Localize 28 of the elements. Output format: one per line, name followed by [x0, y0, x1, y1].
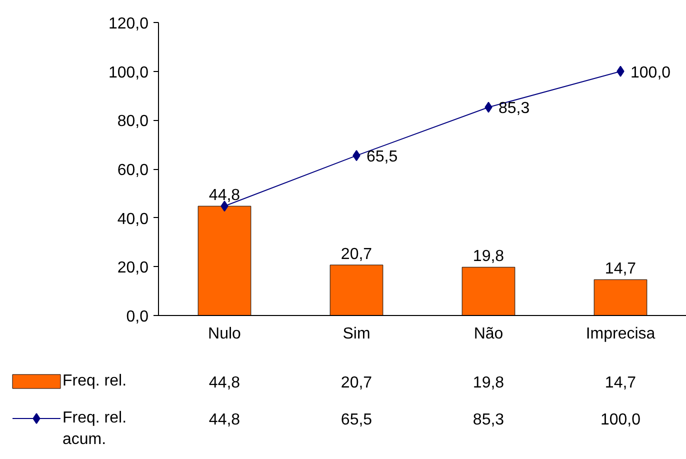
y-tick-label: 60,0 — [117, 162, 149, 179]
text: 14,7 — [604, 260, 636, 278]
text: 100,0 — [630, 64, 671, 82]
text: 44,8 — [208, 412, 240, 428]
y-tick-label: 120,0 — [108, 16, 149, 32]
x-tick-label: Sim — [342, 326, 370, 342]
data-label: 20,7 — [340, 374, 372, 392]
y-tick-label: 100,0 — [108, 64, 149, 82]
x-tick-label: Nulo — [208, 326, 242, 342]
data-label: 85,3 — [472, 412, 504, 428]
text: 20,7 — [340, 246, 372, 263]
x-tick-label: Imprecisa — [586, 326, 656, 342]
data-label: 65,5 — [340, 412, 372, 428]
y-tick-label: 20,0 — [117, 260, 149, 277]
text: 19,8 — [472, 248, 504, 266]
text: 44,8 — [208, 187, 240, 204]
legend-label: Freq. rel. — [62, 372, 127, 390]
data-label: 44,8 — [208, 374, 240, 392]
data-label: 19,8 — [472, 374, 504, 392]
y-tick-label: 40,0 — [117, 210, 149, 228]
x-tick-label: Não — [474, 326, 504, 342]
text: 65,5 — [366, 148, 398, 166]
data-label: 100,0 — [600, 412, 641, 428]
data-label: 14,7 — [604, 374, 636, 392]
y-tick-label: 0,0 — [126, 308, 149, 326]
text: 85,3 — [498, 100, 530, 118]
legend-label: Freq. rel. acum. — [62, 410, 127, 448]
y-tick-label: 80,0 — [117, 113, 149, 130]
